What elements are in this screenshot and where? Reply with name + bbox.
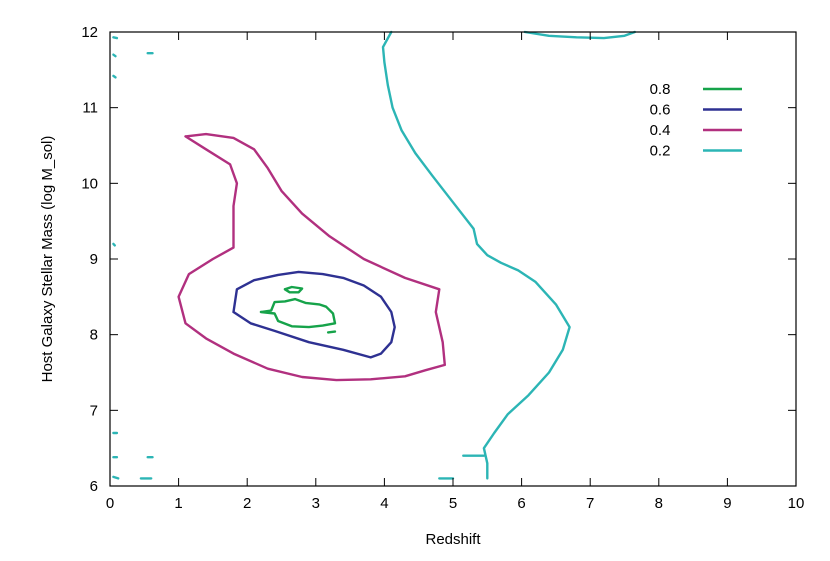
contour-lines <box>112 30 636 480</box>
contour-0-8-path-2 <box>326 330 337 334</box>
contour-0-8-path-0 <box>259 297 337 329</box>
contour-0-4-path-0 <box>177 132 446 382</box>
legend-label: 0.8 <box>650 81 671 98</box>
x-tick-label: 2 <box>243 495 251 512</box>
legend-label: 0.2 <box>650 143 671 160</box>
y-tick-labels: 6 7 8 9 10 11 12 <box>81 24 98 495</box>
y-tick-label: 9 <box>90 251 98 268</box>
x-tick-label: 3 <box>312 495 320 512</box>
x-tick-label: 5 <box>449 495 457 512</box>
contour-0-2-path-7 <box>112 74 117 79</box>
y-tick-label: 12 <box>81 24 98 41</box>
contour-0-2-path-3 <box>523 30 636 40</box>
legend-label: 0.4 <box>650 122 671 139</box>
x-tick-label: 8 <box>655 495 663 512</box>
contour-0-6-path-0 <box>232 270 396 359</box>
x-tick-label: 4 <box>380 495 388 512</box>
contour-0-2-path-0 <box>381 30 571 480</box>
legend-label: 0.6 <box>650 102 671 119</box>
contour-0-2-path-6 <box>112 53 117 58</box>
y-axis-title: Host Galaxy Stellar Mass (log M_sol) <box>39 136 56 383</box>
x-tick-label: 10 <box>788 495 805 512</box>
x-tick-label: 1 <box>174 495 182 512</box>
y-tick-label: 8 <box>90 327 98 344</box>
contour-0-8-path-1 <box>283 285 304 294</box>
x-tick-label: 6 <box>517 495 525 512</box>
contour-0-2-path-4 <box>112 36 119 40</box>
x-axis-title: Redshift <box>425 531 481 548</box>
x-tick-labels: 0 1 2 3 4 5 6 7 8 9 10 <box>106 495 805 512</box>
contour-0-2-path-8 <box>112 242 116 247</box>
axis-ticks <box>109 31 797 487</box>
y-tick-label: 6 <box>90 478 98 495</box>
x-tick-label: 9 <box>723 495 731 512</box>
y-tick-label: 11 <box>82 100 98 117</box>
contour-0-2-path-12 <box>112 475 120 480</box>
y-tick-label: 10 <box>81 175 98 192</box>
x-tick-label: 0 <box>106 495 114 512</box>
x-tick-label: 7 <box>586 495 594 512</box>
y-tick-label: 7 <box>90 402 98 419</box>
legend: 0.8 0.6 0.4 0.2 <box>650 81 742 160</box>
